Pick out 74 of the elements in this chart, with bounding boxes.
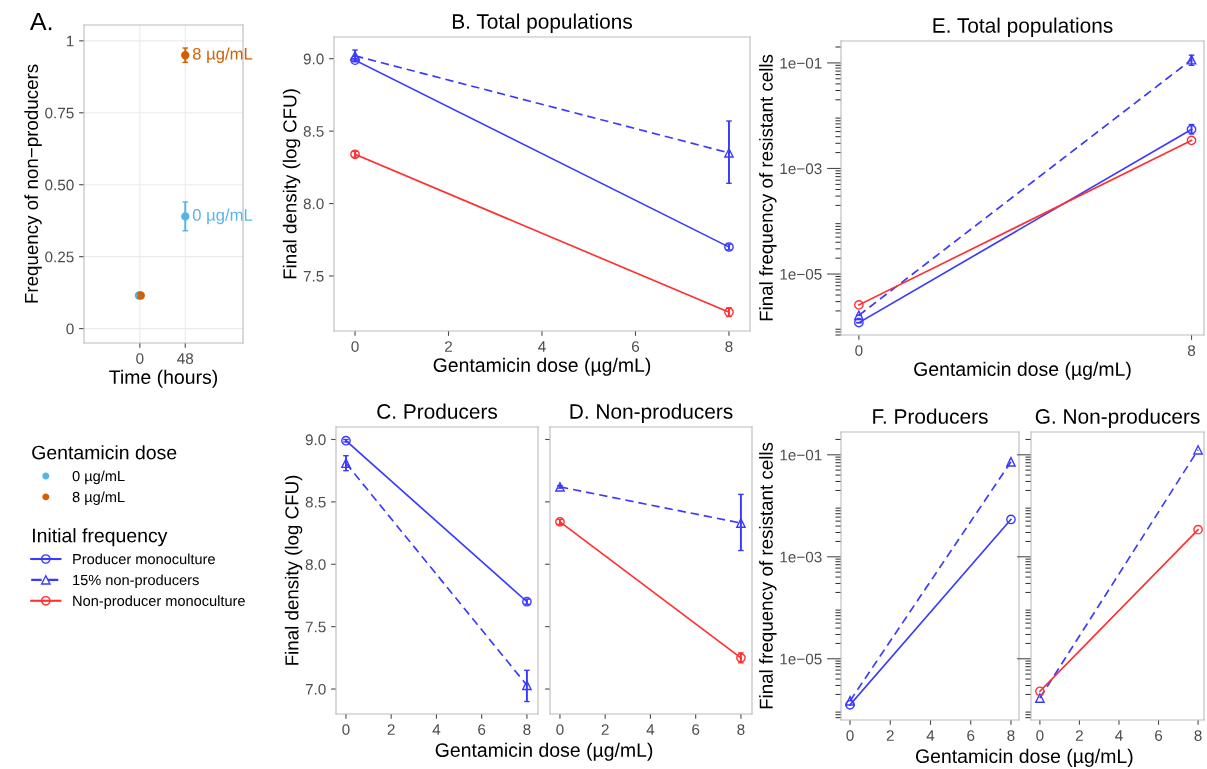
x-tick-label: 8 bbox=[725, 341, 733, 352]
x-tick-label: 2 bbox=[445, 341, 452, 352]
chart-title: B. Total populations bbox=[452, 13, 632, 33]
y-tick-label: 9.0 bbox=[305, 434, 326, 446]
y-tick-label: 1e−03 bbox=[780, 163, 822, 175]
y-tick-label: 8.5 bbox=[303, 126, 324, 137]
y-tick-label: 7.5 bbox=[305, 621, 326, 633]
y-tick-label: 1e−01 bbox=[780, 57, 822, 69]
x-tick-label: 4 bbox=[538, 341, 546, 352]
y-axis-title: Final density (log CFU) bbox=[282, 89, 301, 279]
x-tick-label: 4 bbox=[646, 724, 655, 735]
x-tick-label: 6 bbox=[632, 341, 640, 352]
annotation: 8 µg/mL bbox=[192, 47, 253, 63]
x-tick-label: 6 bbox=[478, 724, 486, 735]
x-tick-label: 6 bbox=[692, 724, 700, 735]
x-tick-label: 2 bbox=[387, 724, 395, 735]
x-tick-label: 0 bbox=[855, 345, 863, 356]
chart-title: G. Non-producers bbox=[1035, 408, 1200, 428]
chart-title: F. Producers bbox=[873, 408, 988, 424]
x-tick-label: 8 bbox=[737, 724, 745, 735]
annotation: 0 µg/mL bbox=[192, 208, 253, 225]
x-tick-label: 4 bbox=[926, 730, 935, 741]
x-tick-label: 8 bbox=[1194, 730, 1202, 741]
x-tick-label: 6 bbox=[967, 730, 975, 741]
x-tick-label: 4 bbox=[1115, 730, 1123, 741]
y-axis-title: Frequency of non−producers bbox=[24, 64, 42, 303]
y-tick-label: 1 bbox=[66, 35, 74, 47]
legend-label: Non-producer monoculture bbox=[73, 595, 245, 609]
x-axis-title: Gentamicin dose (µg/mL) bbox=[435, 742, 653, 761]
chart-title: C. Producers bbox=[377, 403, 498, 419]
chart-title: D. Non-producers bbox=[570, 403, 733, 423]
x-tick-label: 0 bbox=[846, 730, 854, 741]
x-axis-title: Gentamicin dose (µg/mL) bbox=[914, 361, 1131, 380]
x-tick-label: 0 bbox=[556, 724, 564, 735]
x-tick-label: 0 bbox=[351, 341, 359, 352]
x-axis-title: Gentamicin dose (µg/mL) bbox=[915, 748, 1133, 767]
legend-label: 15% non-producers bbox=[73, 574, 199, 589]
legend-title: Gentamicin dose bbox=[32, 445, 177, 460]
x-tick-label: 48 bbox=[177, 353, 194, 364]
x-axis-title: Time (hours) bbox=[109, 369, 218, 388]
legend-label: 8 µg/mL bbox=[72, 491, 125, 506]
y-tick-label: 8.5 bbox=[305, 496, 326, 508]
y-tick-label: 9.0 bbox=[303, 53, 324, 65]
y-tick-label: 0 bbox=[66, 323, 74, 335]
y-tick-label: 0.50 bbox=[45, 179, 74, 191]
x-tick-label: 8 bbox=[523, 724, 531, 735]
y-tick-label: 0.75 bbox=[45, 107, 74, 119]
y-tick-label: 0.25 bbox=[45, 251, 74, 263]
x-tick-label: 2 bbox=[601, 724, 609, 735]
legend-label: 0 µg/mL bbox=[72, 470, 125, 485]
y-tick-label: 1e−05 bbox=[780, 268, 822, 280]
y-tick-label: 8.0 bbox=[305, 559, 326, 570]
legend-title: Initial frequency bbox=[33, 528, 168, 547]
x-tick-label: 2 bbox=[886, 730, 894, 741]
legend-label: Producer monoculture bbox=[73, 553, 215, 565]
y-axis-title: Final frequency of resistant cells bbox=[759, 442, 777, 709]
chart-title: E. Total populations bbox=[933, 17, 1113, 37]
y-tick-label: 1e−03 bbox=[780, 551, 822, 563]
x-tick-label: 0 bbox=[1036, 730, 1044, 741]
x-tick-label: 8 bbox=[1187, 345, 1196, 356]
y-tick-label: 7.0 bbox=[305, 683, 326, 695]
y-tick-label: 1e−05 bbox=[780, 653, 822, 665]
y-axis-title: Final frequency of resistant cells bbox=[759, 54, 777, 321]
x-tick-label: 8 bbox=[1007, 730, 1015, 741]
x-tick-label: 4 bbox=[432, 724, 441, 735]
x-tick-label: 2 bbox=[1075, 730, 1083, 741]
chart-title: A. bbox=[29, 12, 52, 31]
x-tick-label: 6 bbox=[1155, 730, 1163, 741]
y-tick-label: 1e−01 bbox=[780, 449, 822, 461]
y-tick-label: 8.0 bbox=[303, 198, 324, 210]
x-axis-title: Gentamicin dose (µg/mL) bbox=[433, 357, 651, 376]
x-tick-label: 0 bbox=[342, 724, 350, 735]
y-axis-title: Final density (log CFU) bbox=[284, 475, 303, 665]
y-tick-label: 7.5 bbox=[303, 270, 324, 282]
